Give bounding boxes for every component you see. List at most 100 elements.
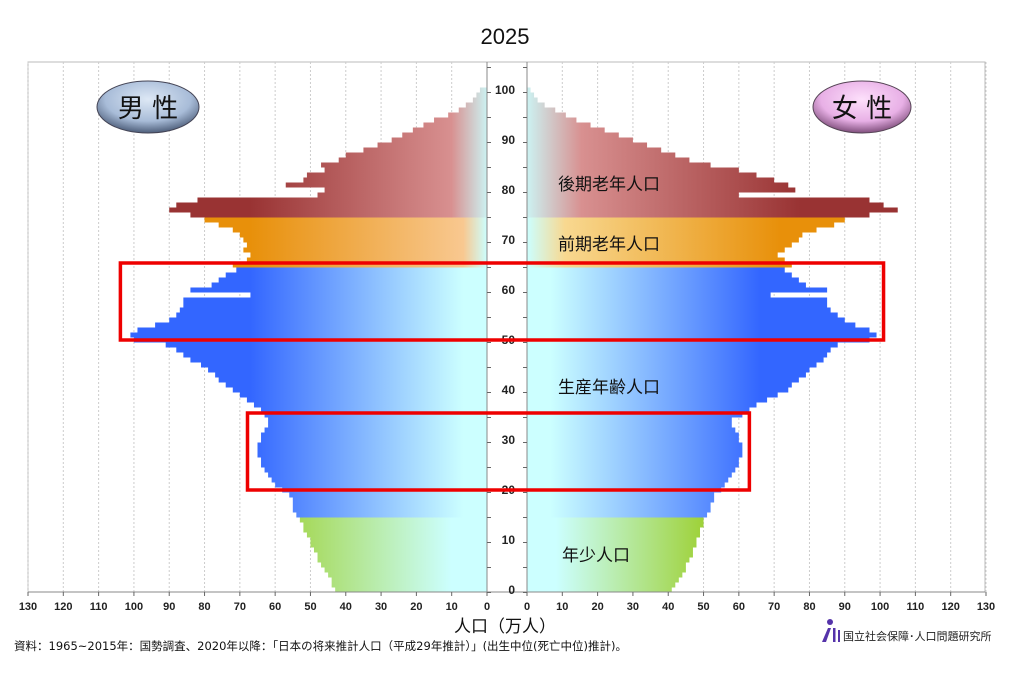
age-tick-label: 90	[502, 133, 516, 147]
male-bar-age-12	[303, 527, 487, 533]
male-bar-age-42	[218, 377, 487, 383]
female-bar-age-95	[527, 112, 566, 118]
male-bar-age-80	[324, 187, 487, 193]
male-bar-age-40	[232, 387, 487, 393]
male-bar-age-58	[183, 297, 487, 303]
male-bar-age-24	[264, 467, 487, 473]
age-tick-label: 100	[495, 83, 515, 97]
female-bar-age-11	[527, 532, 701, 538]
male-bar-age-81	[285, 182, 487, 188]
female-bar-age-57	[527, 302, 828, 308]
male-bar-age-44	[208, 367, 488, 373]
female-bar-age-44	[527, 367, 810, 373]
male-x-tick-label: 120	[54, 601, 72, 613]
female-bar-age-39	[527, 392, 778, 398]
male-bar-age-5	[321, 562, 487, 568]
male-x-tick-label: 50	[304, 601, 316, 613]
highlight-box-2	[245, 411, 752, 492]
section-label-youth: 年少人口	[562, 546, 630, 566]
female-bar-age-56	[527, 307, 831, 313]
male-bar-age-63	[225, 272, 487, 278]
female-bar-age-59	[527, 292, 771, 298]
male-bar-age-56	[179, 307, 488, 313]
male-bar-age-84	[324, 167, 487, 173]
male-bar-age-48	[176, 347, 488, 353]
male-bar-age-4	[324, 567, 487, 573]
bars	[130, 87, 898, 593]
male-bar-age-69	[246, 242, 487, 248]
female-bar-age-17	[527, 502, 711, 508]
male-bar-age-72	[232, 227, 487, 233]
female-bar-age-28	[527, 447, 743, 453]
male-bar-age-91	[402, 132, 487, 138]
female-bar-age-38	[527, 397, 768, 403]
female-x-tick-label: 60	[733, 601, 745, 613]
female-bar-age-0	[527, 587, 672, 593]
male-x-tick-label: 40	[340, 601, 352, 613]
male-bar-age-9	[310, 542, 487, 548]
female-bar-age-78	[527, 197, 870, 203]
female-x-tick-label: 100	[871, 601, 889, 613]
male-bar-age-83	[306, 172, 487, 178]
female-bar-age-53	[527, 322, 856, 328]
male-x-tick-label: 30	[375, 601, 387, 613]
female-label: 女 性	[832, 94, 892, 124]
male-bar-age-98	[472, 97, 487, 103]
male-x-tick-label: 90	[163, 601, 175, 613]
female-bar-age-7	[527, 552, 693, 558]
male-bar-age-92	[412, 127, 487, 133]
male-bar-age-94	[434, 117, 487, 123]
female-bar-age-89	[527, 142, 648, 148]
female-bar-age-15	[527, 512, 708, 518]
female-bar-age-90	[527, 137, 633, 143]
female-bar-age-21	[527, 482, 725, 488]
female-bar-age-76	[527, 207, 898, 213]
female-bar-age-35	[527, 412, 743, 418]
male-bar-age-41	[225, 382, 487, 388]
male-bar-age-55	[176, 312, 488, 318]
female-bar-age-24	[527, 467, 736, 473]
male-bar-age-71	[239, 232, 487, 238]
x-axis: 0 0 10 10 20 20 30 30 40 40 50 50 60 60 70 70 80 80 90 90 10…	[19, 592, 995, 613]
male-bar-age-79	[317, 192, 487, 198]
male-bar-age-51	[130, 332, 487, 338]
female-bar-age-30	[527, 437, 739, 443]
section-label-early-elderly: 前期老年人口	[558, 235, 660, 255]
male-label: 男 性	[118, 94, 178, 124]
female-bar-age-52	[527, 327, 870, 333]
female-bar-age-25	[527, 462, 739, 468]
female-bar-age-37	[527, 402, 757, 408]
highlight-box-1	[118, 261, 886, 342]
male-bar-age-61	[211, 282, 487, 288]
female-bar-age-36	[527, 407, 750, 413]
female-bar-age-48	[527, 347, 831, 353]
female-x-tick-label: 70	[768, 601, 780, 613]
male-bar-age-8	[313, 547, 487, 553]
male-bar-age-65	[232, 262, 487, 268]
male-bar-age-16	[292, 507, 487, 513]
female-bar-age-18	[527, 497, 715, 503]
female-bar-age-73	[527, 222, 835, 228]
male-bar-age-100	[479, 87, 487, 93]
female-bar-age-29	[527, 442, 743, 448]
male-bar-age-52	[137, 327, 487, 333]
female-x-tick-label: 0	[524, 601, 530, 613]
logo-icon	[822, 619, 840, 642]
male-bar-age-67	[250, 252, 487, 258]
chart-title: 2025	[481, 24, 530, 49]
female-bar-age-91	[527, 132, 619, 138]
age-tick-label: 10	[502, 533, 516, 547]
male-bar-age-60	[190, 287, 487, 293]
male-bar-age-97	[465, 102, 487, 108]
male-bar-age-38	[246, 397, 487, 403]
female-bar-age-63	[527, 272, 792, 278]
female-bar-age-99	[527, 92, 535, 98]
male-bar-age-6	[317, 557, 487, 563]
x-axis-label: 人口（万人）	[454, 617, 556, 637]
female-bar-age-34	[527, 417, 732, 423]
female-bar-age-81	[527, 182, 789, 188]
male-bar-age-88	[363, 147, 487, 153]
female-bar-age-23	[527, 472, 732, 478]
female-bar-age-13	[527, 522, 704, 528]
female-bar-age-69	[527, 242, 792, 248]
